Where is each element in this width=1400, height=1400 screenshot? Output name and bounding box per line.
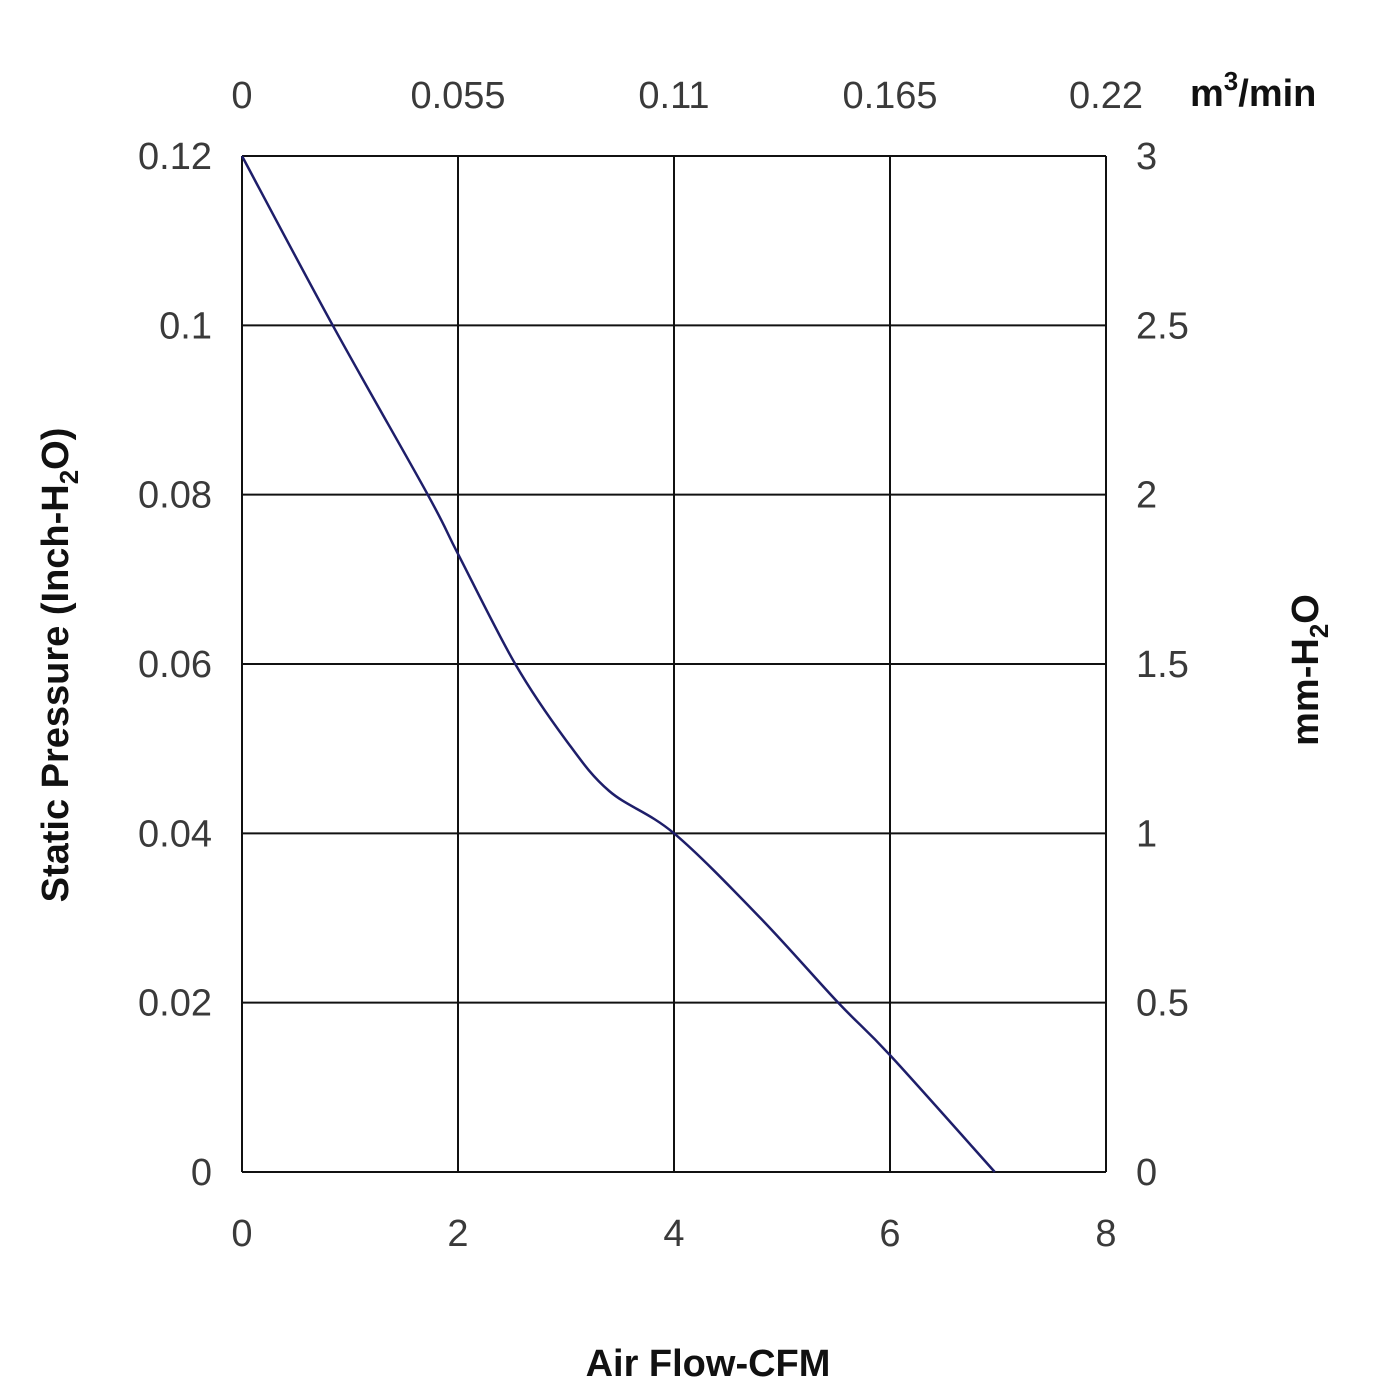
right-axis-title-sub: 2 <box>1304 624 1334 638</box>
right-tick-label: 2.5 <box>1136 305 1189 347</box>
x-tick-label: 6 <box>879 1213 900 1255</box>
right-tick-label: 2 <box>1136 475 1157 517</box>
right-tick-label: 0 <box>1136 1152 1157 1194</box>
y-axis-title-main: Static Pressure (Inch-H <box>35 484 77 902</box>
right-tick-label: 1 <box>1136 813 1157 855</box>
right-axis-title: mm-H2O <box>1285 594 1334 746</box>
series-line-0 <box>240 155 996 1173</box>
y-tick-label: 0.04 <box>138 813 212 855</box>
right-axis-title-end: O <box>1285 594 1327 624</box>
top-tick-label: 0.055 <box>410 75 505 117</box>
series-layer <box>240 155 996 1173</box>
top-tick-label: 0.11 <box>638 75 709 117</box>
x-tick-label: 2 <box>447 1213 468 1255</box>
top-tick-label: 0.22 <box>1069 75 1143 117</box>
y-tick-label: 0.1 <box>159 305 212 347</box>
y-axis-title-end: O) <box>35 428 77 470</box>
y-axis-title-sub: 2 <box>54 470 84 484</box>
top-tick-label: 0.165 <box>842 75 937 117</box>
y-axis-title: Static Pressure (Inch-H2O) <box>35 428 84 903</box>
y-tick-label: 0.02 <box>138 983 212 1025</box>
y-tick-label: 0.06 <box>138 644 212 686</box>
x-axis-title: Air Flow-CFM <box>586 1343 831 1385</box>
right-tick-label: 1.5 <box>1136 644 1189 686</box>
right-tick-label: 0.5 <box>1136 983 1189 1025</box>
top-axis-title: m3/min <box>1190 66 1316 115</box>
y-tick-label: 0 <box>191 1152 212 1194</box>
right-axis-title-main: mm-H <box>1285 638 1327 746</box>
y-tick-label: 0.12 <box>138 136 212 178</box>
top-axis-title-end: /min <box>1238 73 1316 115</box>
y-tick-label: 0.08 <box>138 475 212 517</box>
x-tick-label: 4 <box>663 1213 684 1255</box>
x-tick-label: 0 <box>231 1213 252 1255</box>
x-tick-label: 8 <box>1095 1213 1116 1255</box>
right-tick-label: 3 <box>1136 136 1157 178</box>
top-axis-title-main: m <box>1190 73 1224 115</box>
top-tick-label: 0 <box>231 75 252 117</box>
top-axis-title-sup: 3 <box>1224 66 1238 96</box>
grid <box>241 155 1107 1173</box>
